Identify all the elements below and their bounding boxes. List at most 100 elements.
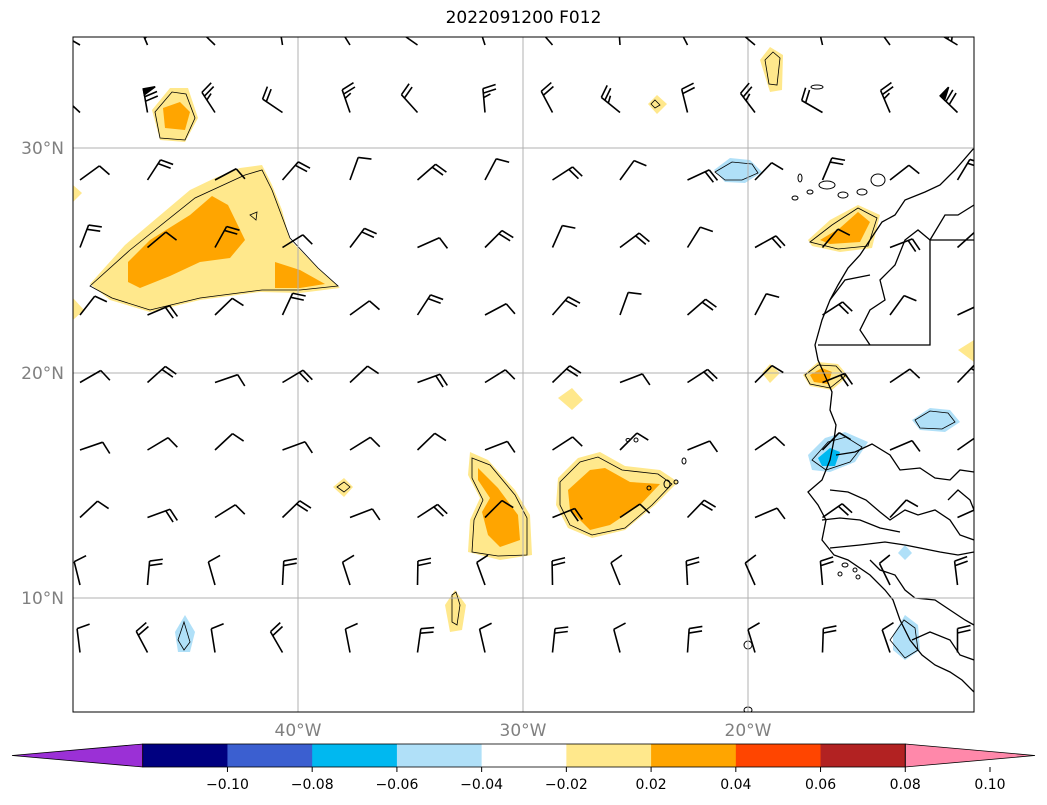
wind-barb [484, 369, 516, 384]
wind-barb [416, 294, 444, 316]
wind-barb [754, 293, 780, 316]
colorbar-segment [651, 744, 737, 767]
wind-barb [79, 500, 110, 519]
wind-barb [349, 508, 381, 521]
wind-barb [821, 625, 837, 653]
wind-barb [349, 156, 372, 181]
colorbar-tick-label: 0.04 [720, 777, 751, 793]
wind-barb [686, 499, 717, 519]
wind-barb [754, 364, 784, 384]
wind-barb [416, 557, 432, 586]
wind-barb [889, 499, 919, 519]
wind-barb [600, 85, 621, 114]
wind-barb [143, 37, 149, 46]
wind-barb [214, 168, 246, 181]
wind-barb [610, 554, 623, 586]
wind-barb [754, 507, 786, 520]
wind-barb [349, 300, 381, 316]
wind-barb [889, 238, 921, 253]
wind-barb [685, 556, 700, 586]
map-title: 2022091200 F012 [445, 8, 602, 28]
wind-barb [953, 555, 968, 586]
colorbar-segment [566, 744, 652, 767]
wind-barb [416, 432, 447, 451]
lon-label-40w: 40°W [275, 721, 322, 741]
wind-barb [956, 364, 974, 384]
colorbar-tick-label: −0.02 [545, 777, 588, 793]
wind-barb [281, 500, 312, 519]
colorbar-extend-min [11, 743, 144, 768]
wind-barb [207, 554, 221, 586]
wind-barb [478, 622, 492, 653]
wind-barb [205, 37, 216, 46]
islands [625, 84, 886, 712]
axis-labels: 40°W 30°W 20°W 30°N 20°N 10°N [21, 139, 772, 741]
wind-barb [619, 432, 649, 451]
wind-barb [400, 83, 419, 114]
wind-barb [341, 82, 356, 113]
wind-barb [214, 432, 245, 451]
wind-barb [416, 163, 447, 181]
wind-barb [79, 369, 111, 384]
wind-barb [956, 231, 974, 249]
wind-barb [687, 368, 718, 384]
wind-barb [214, 225, 240, 248]
wind-barb [73, 40, 81, 46]
coastlines [807, 147, 974, 693]
colorbar-tick-label: 0.06 [805, 777, 836, 793]
wind-barb [281, 292, 306, 316]
wind-barb [147, 508, 178, 523]
wind-barbs [73, 37, 974, 653]
wind-barb [551, 296, 581, 316]
wind-barb [201, 82, 216, 113]
colorbar-tick-label: −0.06 [375, 777, 418, 793]
colorbar-ticks: −0.10 −0.08 −0.06 −0.04 −0.02 0.02 0.04 0.06 0.0… [206, 767, 1006, 793]
wind-barb [214, 373, 246, 387]
wind-barb [613, 622, 626, 653]
wind-barb [889, 368, 921, 384]
wind-barb [957, 509, 974, 519]
lon-label-20w: 20°W [725, 721, 772, 741]
wind-barb [544, 37, 554, 46]
wind-barb [822, 503, 853, 519]
wind-barb [146, 231, 178, 249]
colorbar-segment [396, 744, 483, 767]
colorbar-segment [820, 744, 906, 767]
wind-barb [889, 164, 920, 181]
wind-barb [147, 304, 179, 319]
colorbar-tick-label: −0.10 [206, 777, 249, 793]
wind-barb [481, 37, 486, 46]
wind-barb [800, 87, 823, 114]
wind-barb [416, 626, 435, 653]
wind-barb [619, 373, 651, 386]
wind-barb [417, 237, 449, 249]
wind-barb [280, 37, 284, 46]
wind-barb [540, 81, 554, 113]
colorbar-segment [142, 744, 228, 767]
wind-barb [957, 306, 974, 316]
wind-barb [214, 297, 244, 316]
wind-barb [754, 235, 786, 249]
wind-barb [687, 169, 719, 183]
wind-barb [878, 554, 891, 586]
wind-barb [747, 622, 760, 653]
wind-barb [142, 85, 159, 113]
wind-barb [619, 159, 647, 181]
wind-barb [821, 157, 846, 181]
wind-barb [341, 554, 355, 586]
wind-barb [79, 165, 111, 181]
wind-barb [210, 623, 224, 653]
wind-barb [879, 81, 894, 113]
wind-barb [147, 436, 178, 451]
wind-barb [417, 373, 448, 388]
wind-barb [686, 226, 714, 248]
wind-barb [754, 162, 784, 181]
wind-barb [349, 227, 377, 248]
wind-barb [618, 37, 621, 46]
wind-barb [281, 161, 311, 181]
colorbar-tick-label: 0.10 [974, 777, 1005, 793]
wind-barb [146, 159, 174, 181]
wind-barb [889, 439, 921, 452]
lat-label-30n: 30°N [21, 139, 64, 159]
wind-barb [619, 232, 650, 249]
